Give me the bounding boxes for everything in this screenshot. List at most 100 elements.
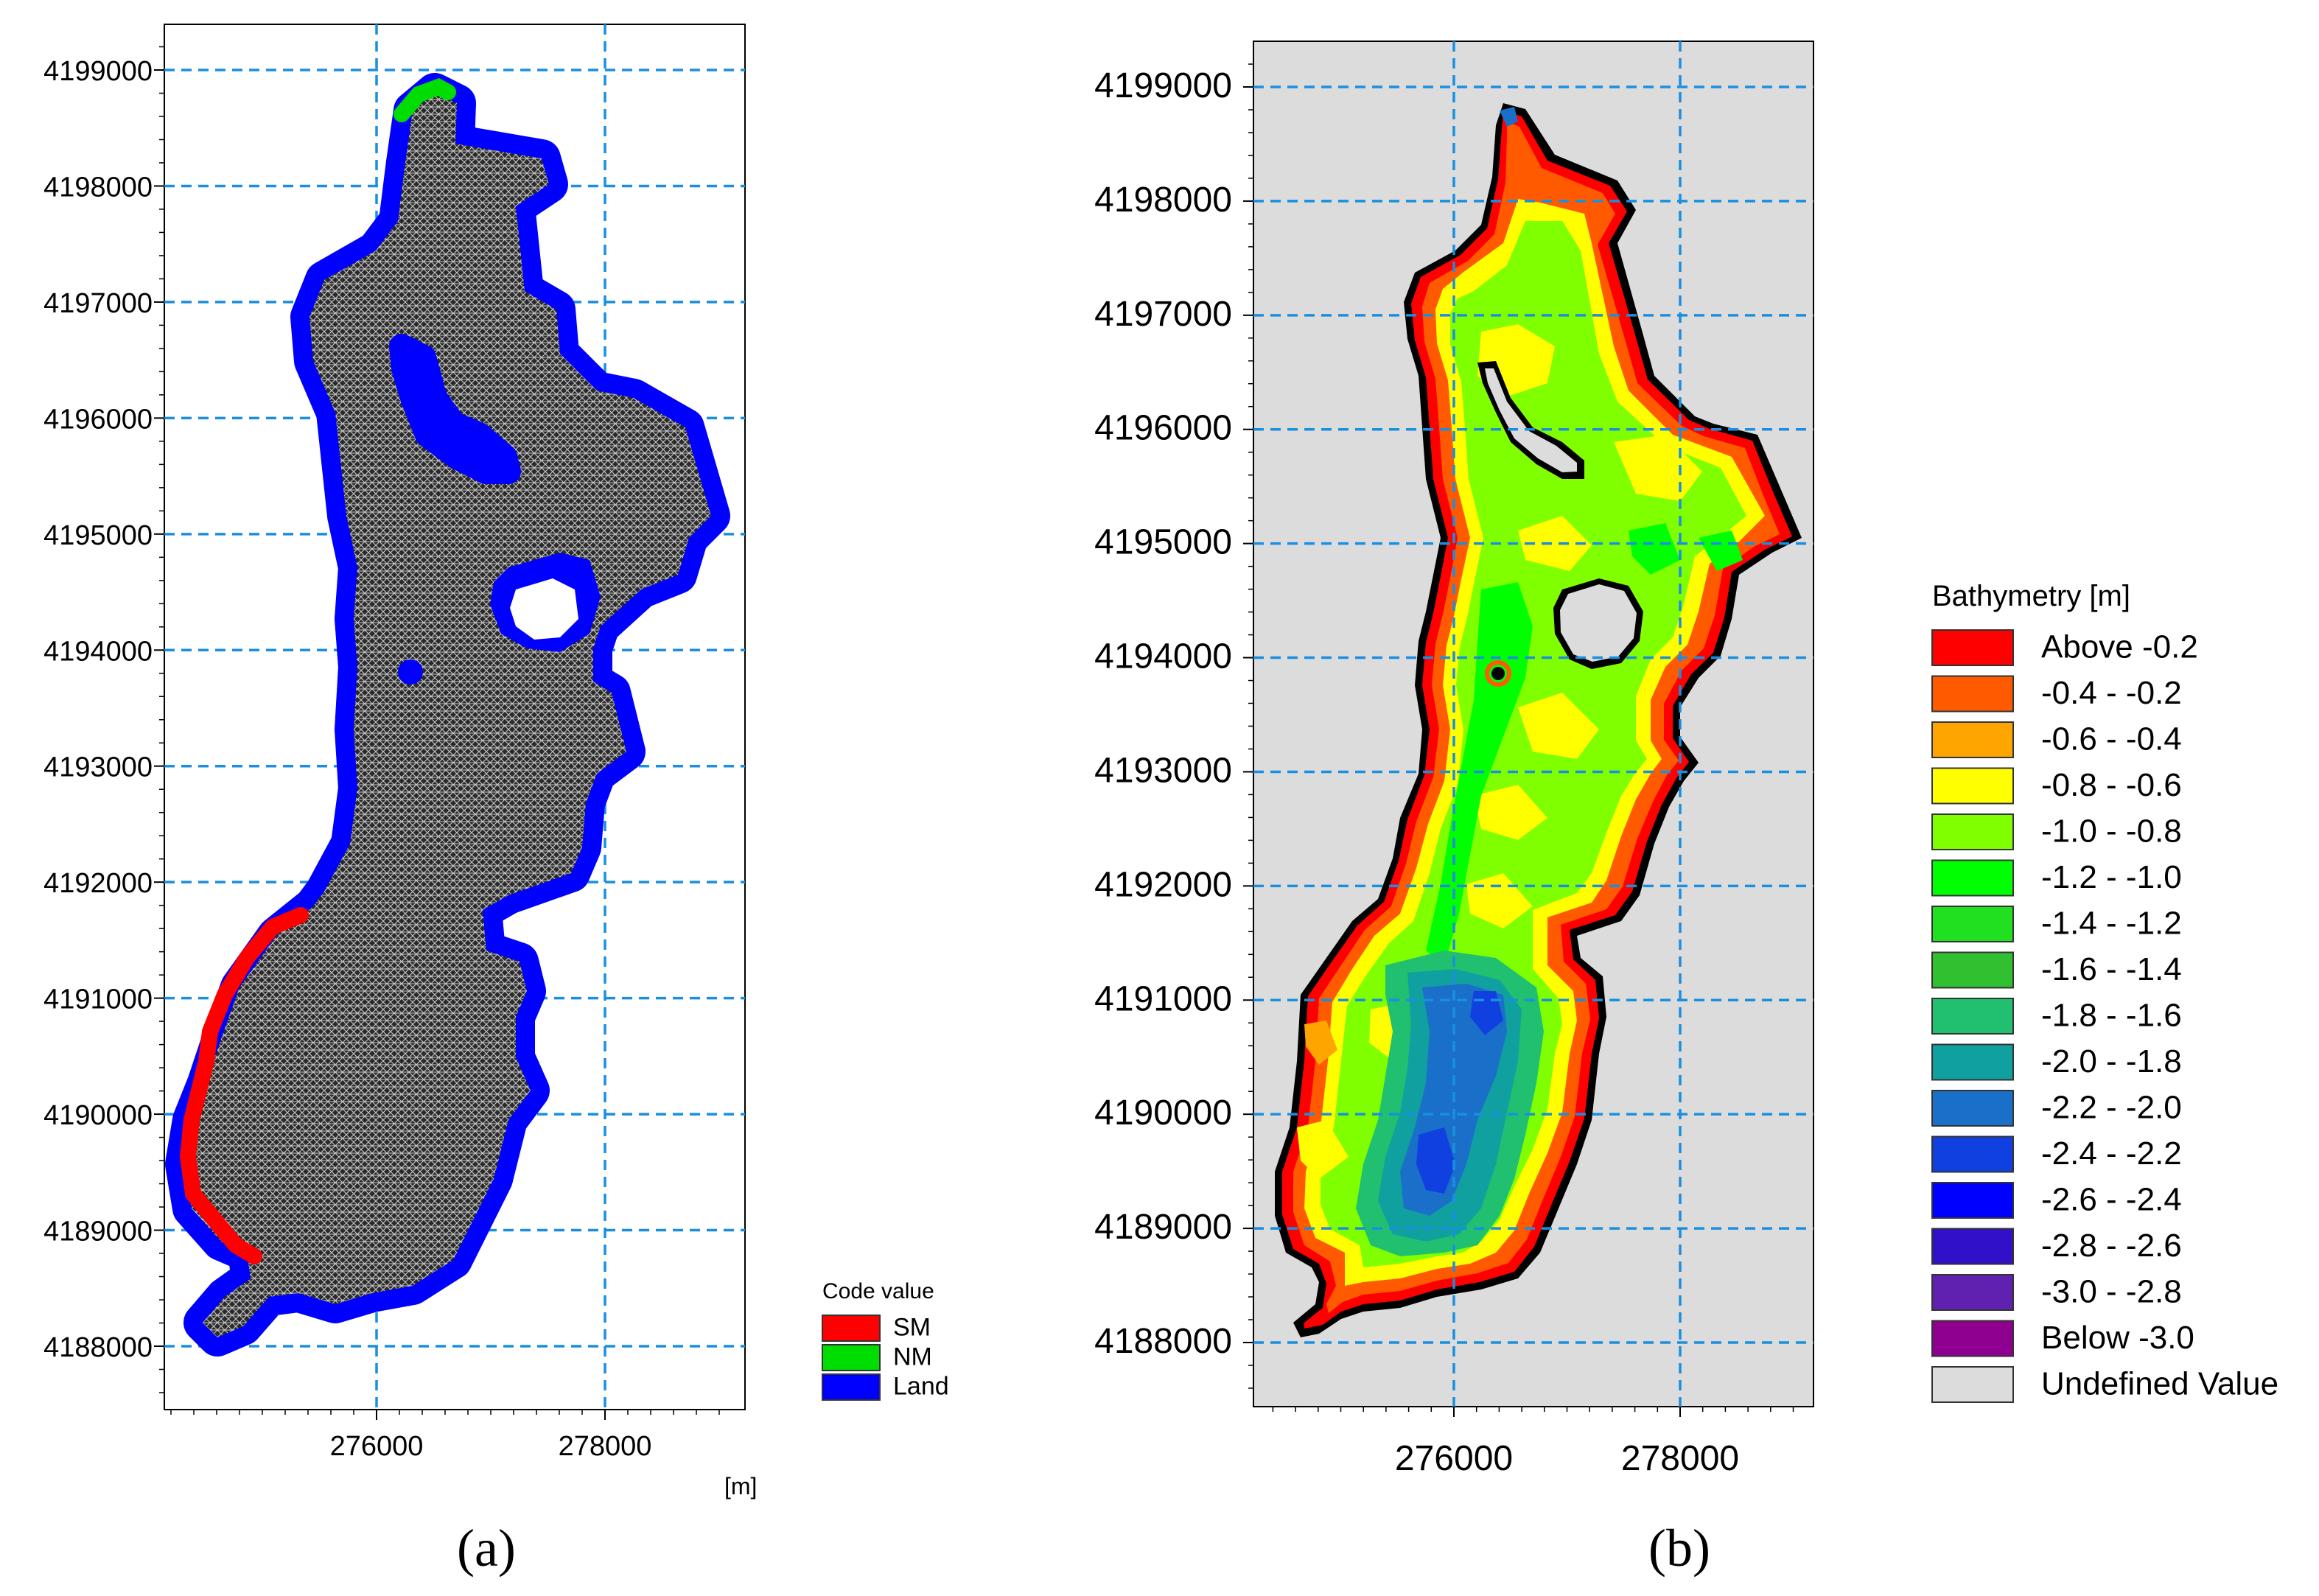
boundary-sm [179, 907, 309, 1264]
bathy-patch-yellow-4 [1518, 693, 1599, 759]
panel-b-label: (b) [1648, 1519, 1710, 1578]
bathy-patch-green-2 [1629, 523, 1680, 575]
y-tick-label: 4190000 [1094, 1093, 1232, 1133]
y-tick-label: 4193000 [43, 752, 153, 783]
legend-label: -1.2 - -1.0 [2041, 859, 2182, 895]
panel-b-ticks: 4188000 4189000 4190000 4191000 4192000 41930… [1094, 63, 1794, 1478]
y-tick-label: 4194000 [1094, 637, 1232, 676]
legend-swatch [1931, 721, 2014, 758]
legend-label: Above -0.2 [2041, 629, 2198, 665]
bathy-island-middle-inner [1560, 584, 1637, 662]
legend-swatch [1931, 1043, 2014, 1081]
legend-label: Undefined Value [2041, 1365, 2278, 1401]
legend-swatch [1931, 1135, 2014, 1173]
legend-swatch [822, 1315, 881, 1342]
bathy-island-north-inner [1485, 368, 1577, 472]
boundary-nm [394, 77, 456, 122]
mesh-domain [184, 92, 711, 1337]
legend-label: Below -3.0 [2041, 1320, 2194, 1356]
panel-b-legend-title: Bathymetry [m] [1932, 580, 2130, 612]
legend-swatch [1931, 951, 2014, 989]
x-tick-label: 276000 [1395, 1439, 1513, 1478]
panel-a: 4188000 4189000 4190000 4191000 4192000 41930… [43, 24, 949, 1578]
panel-b-grid [1253, 41, 1813, 1407]
legend-swatch [1931, 813, 2014, 850]
bathy-patch-yellow-3 [1518, 516, 1592, 571]
y-tick-label: 4188000 [1094, 1322, 1232, 1361]
legend-label: -2.4 - -2.2 [2041, 1135, 2182, 1172]
legend-label: Land [893, 1372, 949, 1400]
legend-swatch [1931, 1182, 2014, 1219]
y-tick-label: 4193000 [1094, 751, 1232, 790]
y-tick-label: 4190000 [43, 1100, 153, 1131]
legend-label: NM [893, 1343, 932, 1371]
legend-label: -1.6 - -1.4 [2041, 951, 2182, 987]
legend-label: -2.6 - -2.4 [2041, 1181, 2182, 1217]
bathy-north-tip [1500, 107, 1518, 127]
bathy-patch-yellow-8 [1297, 1120, 1349, 1179]
y-tick-label: 4198000 [1094, 181, 1232, 220]
legend-swatch [1931, 767, 2014, 805]
y-tick-label: 4197000 [43, 288, 153, 319]
y-tick-label: 4188000 [43, 1332, 153, 1363]
bathy-island-small [1491, 667, 1505, 680]
panel-a-lake [165, 73, 730, 1357]
bathy-patch-green-3 [1699, 531, 1743, 571]
y-tick-label: 4198000 [43, 172, 153, 203]
legend-label: -0.6 - -0.4 [2041, 721, 2182, 757]
panel-b: 4188000 4189000 4190000 4191000 4192000 41930… [1094, 41, 2278, 1578]
y-tick-label: 4199000 [1094, 66, 1232, 105]
y-tick-label: 4196000 [43, 404, 153, 435]
bathy-deep-4 [1416, 1127, 1455, 1194]
bathy-island-small-ring [1485, 660, 1511, 687]
panel-a-ticks: 4188000 4189000 4190000 4191000 4192000 41930… [43, 46, 720, 1462]
x-tick-label: 278000 [1621, 1439, 1739, 1478]
x-tick-label: 276000 [330, 1431, 424, 1462]
legend-swatch [822, 1373, 881, 1401]
legend-swatch [1931, 1090, 2014, 1127]
y-tick-label: 4191000 [43, 984, 153, 1015]
y-tick-label: 4195000 [43, 520, 153, 551]
panel-b-lake [1275, 103, 1802, 1337]
legend-swatch [1931, 859, 2014, 897]
legend-swatch [1931, 998, 2014, 1035]
y-tick-label: 4195000 [1094, 523, 1232, 562]
y-tick-label: 4197000 [1094, 295, 1232, 334]
legend-swatch [822, 1344, 881, 1371]
bathy-deep-5 [1470, 991, 1503, 1035]
legend-label: -2.2 - -2.0 [2041, 1089, 2182, 1125]
panel-b-legend: Bathymetry [m] Above -0.2 -0.4 - -0.2 -0.6… [1931, 580, 2278, 1403]
island-middle-lake [510, 578, 578, 640]
bathy-patch-yellow-5 [1474, 785, 1547, 840]
y-tick-label: 4189000 [1094, 1208, 1232, 1247]
legend-label: -2.8 - -2.6 [2041, 1228, 2182, 1264]
y-tick-label: 4191000 [1094, 979, 1232, 1018]
legend-label: -1.4 - -1.2 [2041, 905, 2182, 941]
panel-a-legend-title: Code value [822, 1279, 934, 1303]
legend-swatch [1931, 1366, 2014, 1403]
panel-a-label: (a) [457, 1519, 516, 1578]
x-tick-label: 278000 [559, 1431, 652, 1462]
y-tick-label: 4196000 [1094, 409, 1232, 448]
legend-swatch [1931, 1228, 2014, 1265]
legend-label: -1.8 - -1.6 [2041, 997, 2182, 1033]
y-tick-label: 4192000 [1094, 865, 1232, 904]
y-tick-label: 4189000 [43, 1217, 153, 1247]
panel-a-x-unit: [m] [724, 1473, 757, 1499]
bathy-patch-orange-1 [1304, 1021, 1337, 1065]
legend-label: -1.0 - -0.8 [2041, 813, 2182, 849]
legend-label: SM [893, 1313, 931, 1341]
legend-swatch [1931, 1320, 2014, 1357]
legend-label: -2.0 - -1.8 [2041, 1043, 2182, 1079]
legend-swatch [1931, 1274, 2014, 1311]
legend-swatch [1931, 629, 2014, 666]
legend-swatch [1931, 675, 2014, 713]
legend-swatch [1931, 906, 2014, 942]
legend-label: -0.8 - -0.6 [2041, 767, 2182, 803]
island-small [398, 659, 423, 685]
legend-label: -3.0 - -2.8 [2041, 1273, 2182, 1309]
island-north [389, 334, 521, 484]
y-tick-label: 4192000 [43, 868, 153, 899]
